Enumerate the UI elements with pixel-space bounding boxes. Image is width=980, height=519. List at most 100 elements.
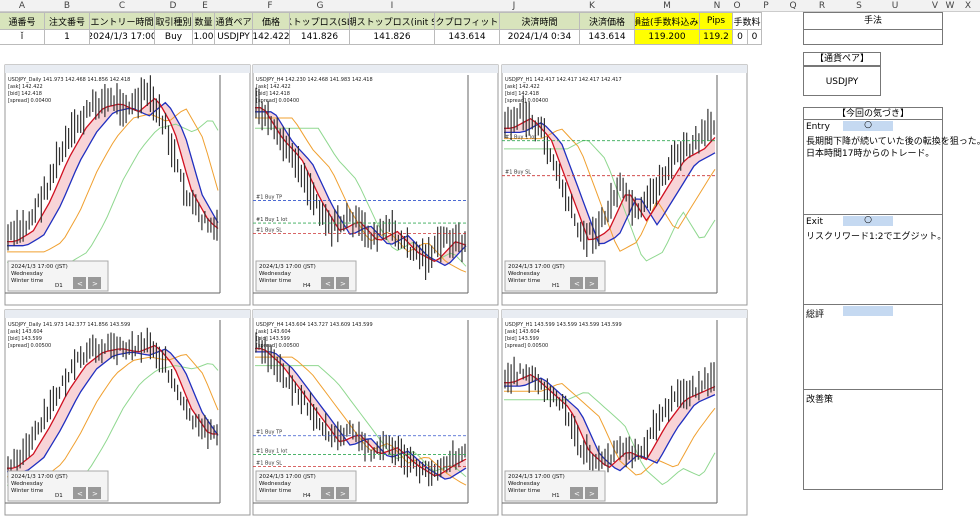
note-section [803, 120, 943, 215]
nav-label: > [589, 280, 595, 288]
nav-button [73, 487, 86, 499]
chart-titlebar [253, 65, 498, 73]
header-cell: テイクプロフィット(TP) [435, 12, 500, 30]
overlay-text: 2024/1/3 17:00 (JST) [508, 264, 565, 270]
method-cell [803, 30, 943, 45]
data-cell: 119.2 [700, 30, 733, 45]
price-candles [7, 75, 218, 251]
ma-blue [504, 122, 716, 245]
nav-label: > [589, 490, 595, 498]
order-label: #1 Buy 1 lot [256, 217, 287, 223]
chart-info: USDJPY_H4 142.230 142.468 141.983 142.41… [256, 77, 373, 83]
nav-label: < [325, 490, 331, 498]
ma-blue [504, 377, 716, 472]
ma-red [255, 347, 467, 477]
overlay-text: 2024/1/3 17:00 (JST) [508, 474, 565, 480]
note-label: Entry [806, 122, 830, 132]
chart-titlebar [5, 65, 250, 73]
ma-fill [255, 107, 466, 266]
overlay-text: 2024/1/3 17:00 (JST) [11, 474, 68, 480]
column-header-bar [0, 0, 980, 12]
nav-label: < [325, 280, 331, 288]
overlay-text: Winter time [508, 488, 541, 494]
column-letter: P [763, 1, 769, 11]
pair-box: USDJPY [803, 66, 881, 96]
column-letter: G [316, 1, 324, 11]
note-flag [843, 121, 893, 131]
insight-title: 【今回の気づき】 [803, 107, 943, 120]
chart-titlebar [5, 310, 250, 318]
column-letter: I [390, 1, 394, 11]
column-letter: Q [789, 1, 797, 11]
order-label: #1 Buy TP [256, 194, 282, 200]
ma-red [504, 117, 716, 241]
timeframe: D1 [55, 283, 63, 289]
overlay-text: Winter time [11, 278, 44, 284]
ma-blue [7, 348, 219, 473]
data-cell: 2024/1/4 0:34 [500, 30, 580, 45]
header-cell: 数量 [193, 12, 215, 30]
chart-info: [ask] 142.422 [256, 84, 291, 90]
ma-fill [504, 374, 715, 471]
method-title: 手法 [803, 12, 943, 30]
order-label: #1 Buy SL [256, 461, 282, 467]
chart-info: USDJPY_Daily 141.973 142.468 141.856 142… [8, 77, 130, 83]
chart-titlebar [253, 310, 498, 318]
note-section [803, 215, 943, 305]
header-cell: 取引種別 [155, 12, 193, 30]
ma-blue [7, 101, 219, 247]
pair-title: 【通貨ペア】 [803, 52, 881, 66]
column-letter: K [589, 1, 595, 11]
column-letter: B [63, 1, 71, 11]
note-mark: ○ [864, 120, 872, 130]
note-mark: ○ [864, 215, 872, 225]
timeframe: H1 [552, 493, 560, 499]
overlay-text: Wednesday [259, 481, 292, 487]
data-cell: 141.826 [290, 30, 350, 45]
header-cell: ストップロス(SL) [290, 12, 350, 30]
order-label: #1 Buy SL [505, 170, 531, 176]
chart-info: [ask] 143.604 [256, 329, 291, 335]
chart-info: USDJPY_Daily 141.973 142.377 141.856 143… [8, 322, 130, 328]
note-flag [843, 216, 893, 226]
data-cell: 1.00 [193, 30, 215, 45]
chart-titlebar [502, 310, 747, 318]
header-cell: 手数料 [733, 12, 762, 30]
column-letter: A [18, 1, 26, 11]
ma-red [504, 373, 716, 468]
column-letter: C [118, 1, 126, 11]
nav-button [585, 277, 598, 289]
chart-titlebar [502, 65, 747, 73]
nav-button [321, 277, 334, 289]
ma-red [7, 97, 219, 243]
note-label: Exit [806, 217, 824, 227]
header-cell: 損益(手数料込み) [635, 12, 700, 30]
nav-label: > [340, 280, 346, 288]
chart-info: [ask] 142.422 [505, 84, 540, 90]
chart-info: [ask] 143.604 [505, 329, 540, 335]
nav-button [73, 277, 86, 289]
chart-info: [spread] 0.00400 [505, 98, 548, 104]
nav-label: > [92, 490, 98, 498]
data-cell: 143.614 [580, 30, 635, 45]
note-section [803, 390, 943, 490]
nav-button [336, 487, 349, 499]
price-candles [255, 332, 466, 487]
overlay-text: Winter time [259, 278, 292, 284]
data-cell: Buy [155, 30, 193, 45]
ma-red [7, 344, 218, 469]
column-letter: N [713, 1, 721, 11]
data-cell: 2024/1/3 17:00 [90, 30, 155, 45]
chart-info: [spread] 0.00400 [256, 98, 299, 104]
chart-info: [ask] 143.604 [8, 329, 43, 335]
chart-info: USDJPY_H1 143.599 143.599 143.599 143.59… [505, 322, 622, 328]
overlay-text: 2024/1/3 17:00 (JST) [259, 474, 316, 480]
data-cell: ǐ [0, 30, 45, 45]
note-flag [843, 306, 893, 316]
chart-info: [bid] 142.418 [505, 91, 539, 97]
ma-fill [504, 118, 715, 244]
column-letter: V [931, 1, 939, 11]
ma-orange [255, 356, 467, 486]
overlay-text: Wednesday [11, 271, 44, 277]
header-cell: 通貨ペア [215, 12, 253, 30]
